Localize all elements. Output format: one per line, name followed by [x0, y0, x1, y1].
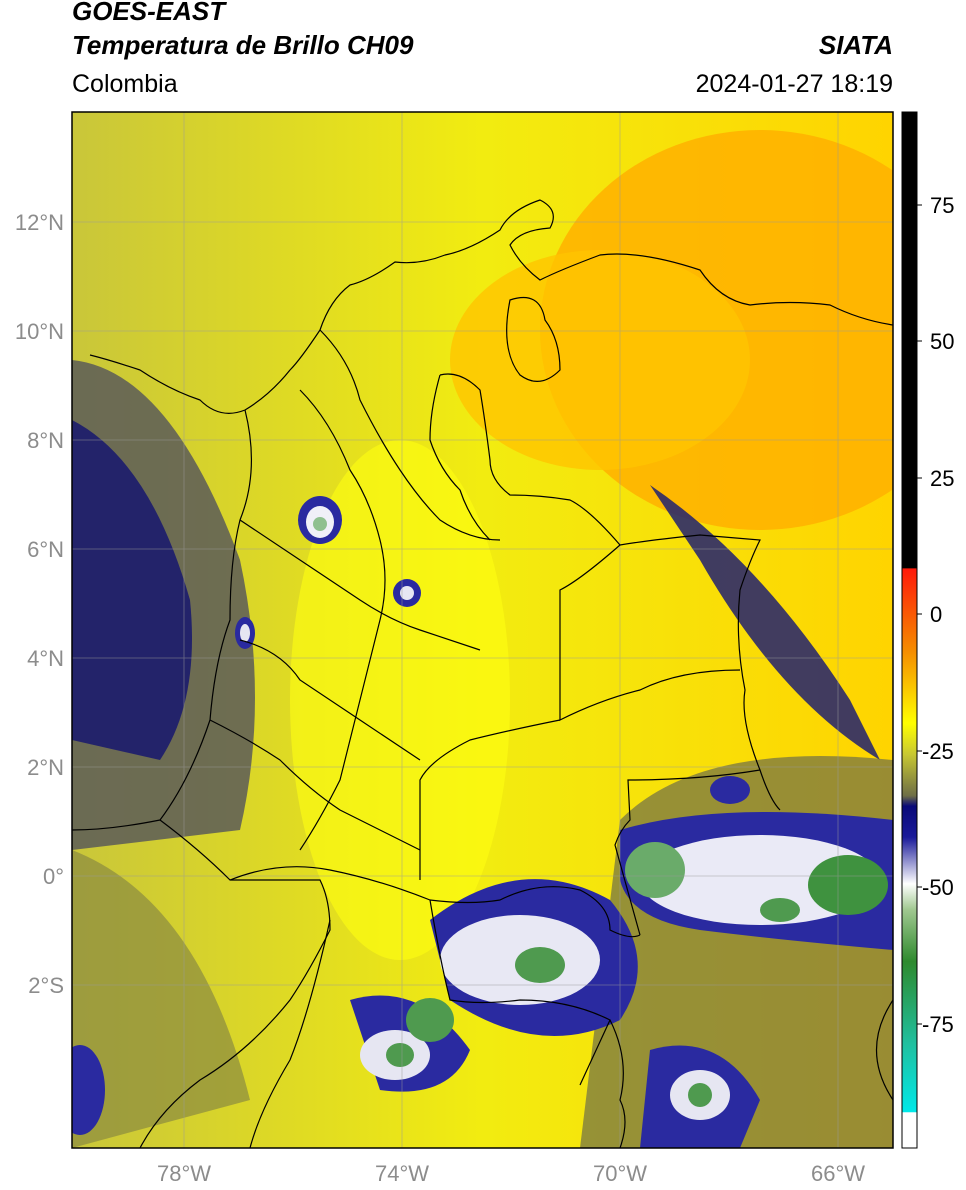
lon-label: 74°W: [375, 1161, 429, 1186]
satellite-title: GOES-EAST: [72, 0, 226, 26]
colorbar-tick-label: 75: [930, 193, 954, 218]
lon-label: 78°W: [157, 1161, 211, 1186]
lat-label: 2°S: [28, 973, 64, 998]
lat-label: 4°N: [27, 646, 64, 671]
colorbar-tick-label: 50: [930, 329, 954, 354]
brightness-temperature-field: [72, 112, 893, 1148]
lat-label: 8°N: [27, 428, 64, 453]
colorbar-tick-label: 25: [930, 466, 954, 491]
datetime-label: 2024-01-27 18:19: [695, 70, 893, 98]
lat-label: 2°N: [27, 755, 64, 780]
region-label: Colombia: [72, 70, 178, 98]
lon-label: 70°W: [593, 1161, 647, 1186]
colorbar-tick-label: -25: [922, 739, 954, 764]
latitude-axis: 12°N 10°N 8°N 6°N 4°N 2°N 0° 2°S: [15, 210, 64, 998]
lat-label: 10°N: [15, 319, 64, 344]
colorbar-tick-label: 0: [930, 602, 942, 627]
lat-label: 0°: [43, 864, 64, 889]
lon-label: 66°W: [811, 1161, 865, 1186]
longitude-axis: 78°W 74°W 70°W 66°W: [157, 1161, 865, 1186]
agency-label: SIATA: [818, 30, 893, 60]
coastlines-and-borders: [72, 199, 893, 1148]
map-gridlines: [72, 112, 893, 1148]
colorbar-tick-label: -75: [922, 1012, 954, 1037]
colorbar: 75 50 25 0 -25 -50 -75: [901, 111, 954, 1149]
lat-label: 12°N: [15, 210, 64, 235]
product-title: Temperatura de Brillo CH09: [72, 30, 414, 60]
map-frame: [71, 111, 894, 1149]
lat-label: 6°N: [27, 537, 64, 562]
colorbar-tick-label: -50: [922, 875, 954, 900]
